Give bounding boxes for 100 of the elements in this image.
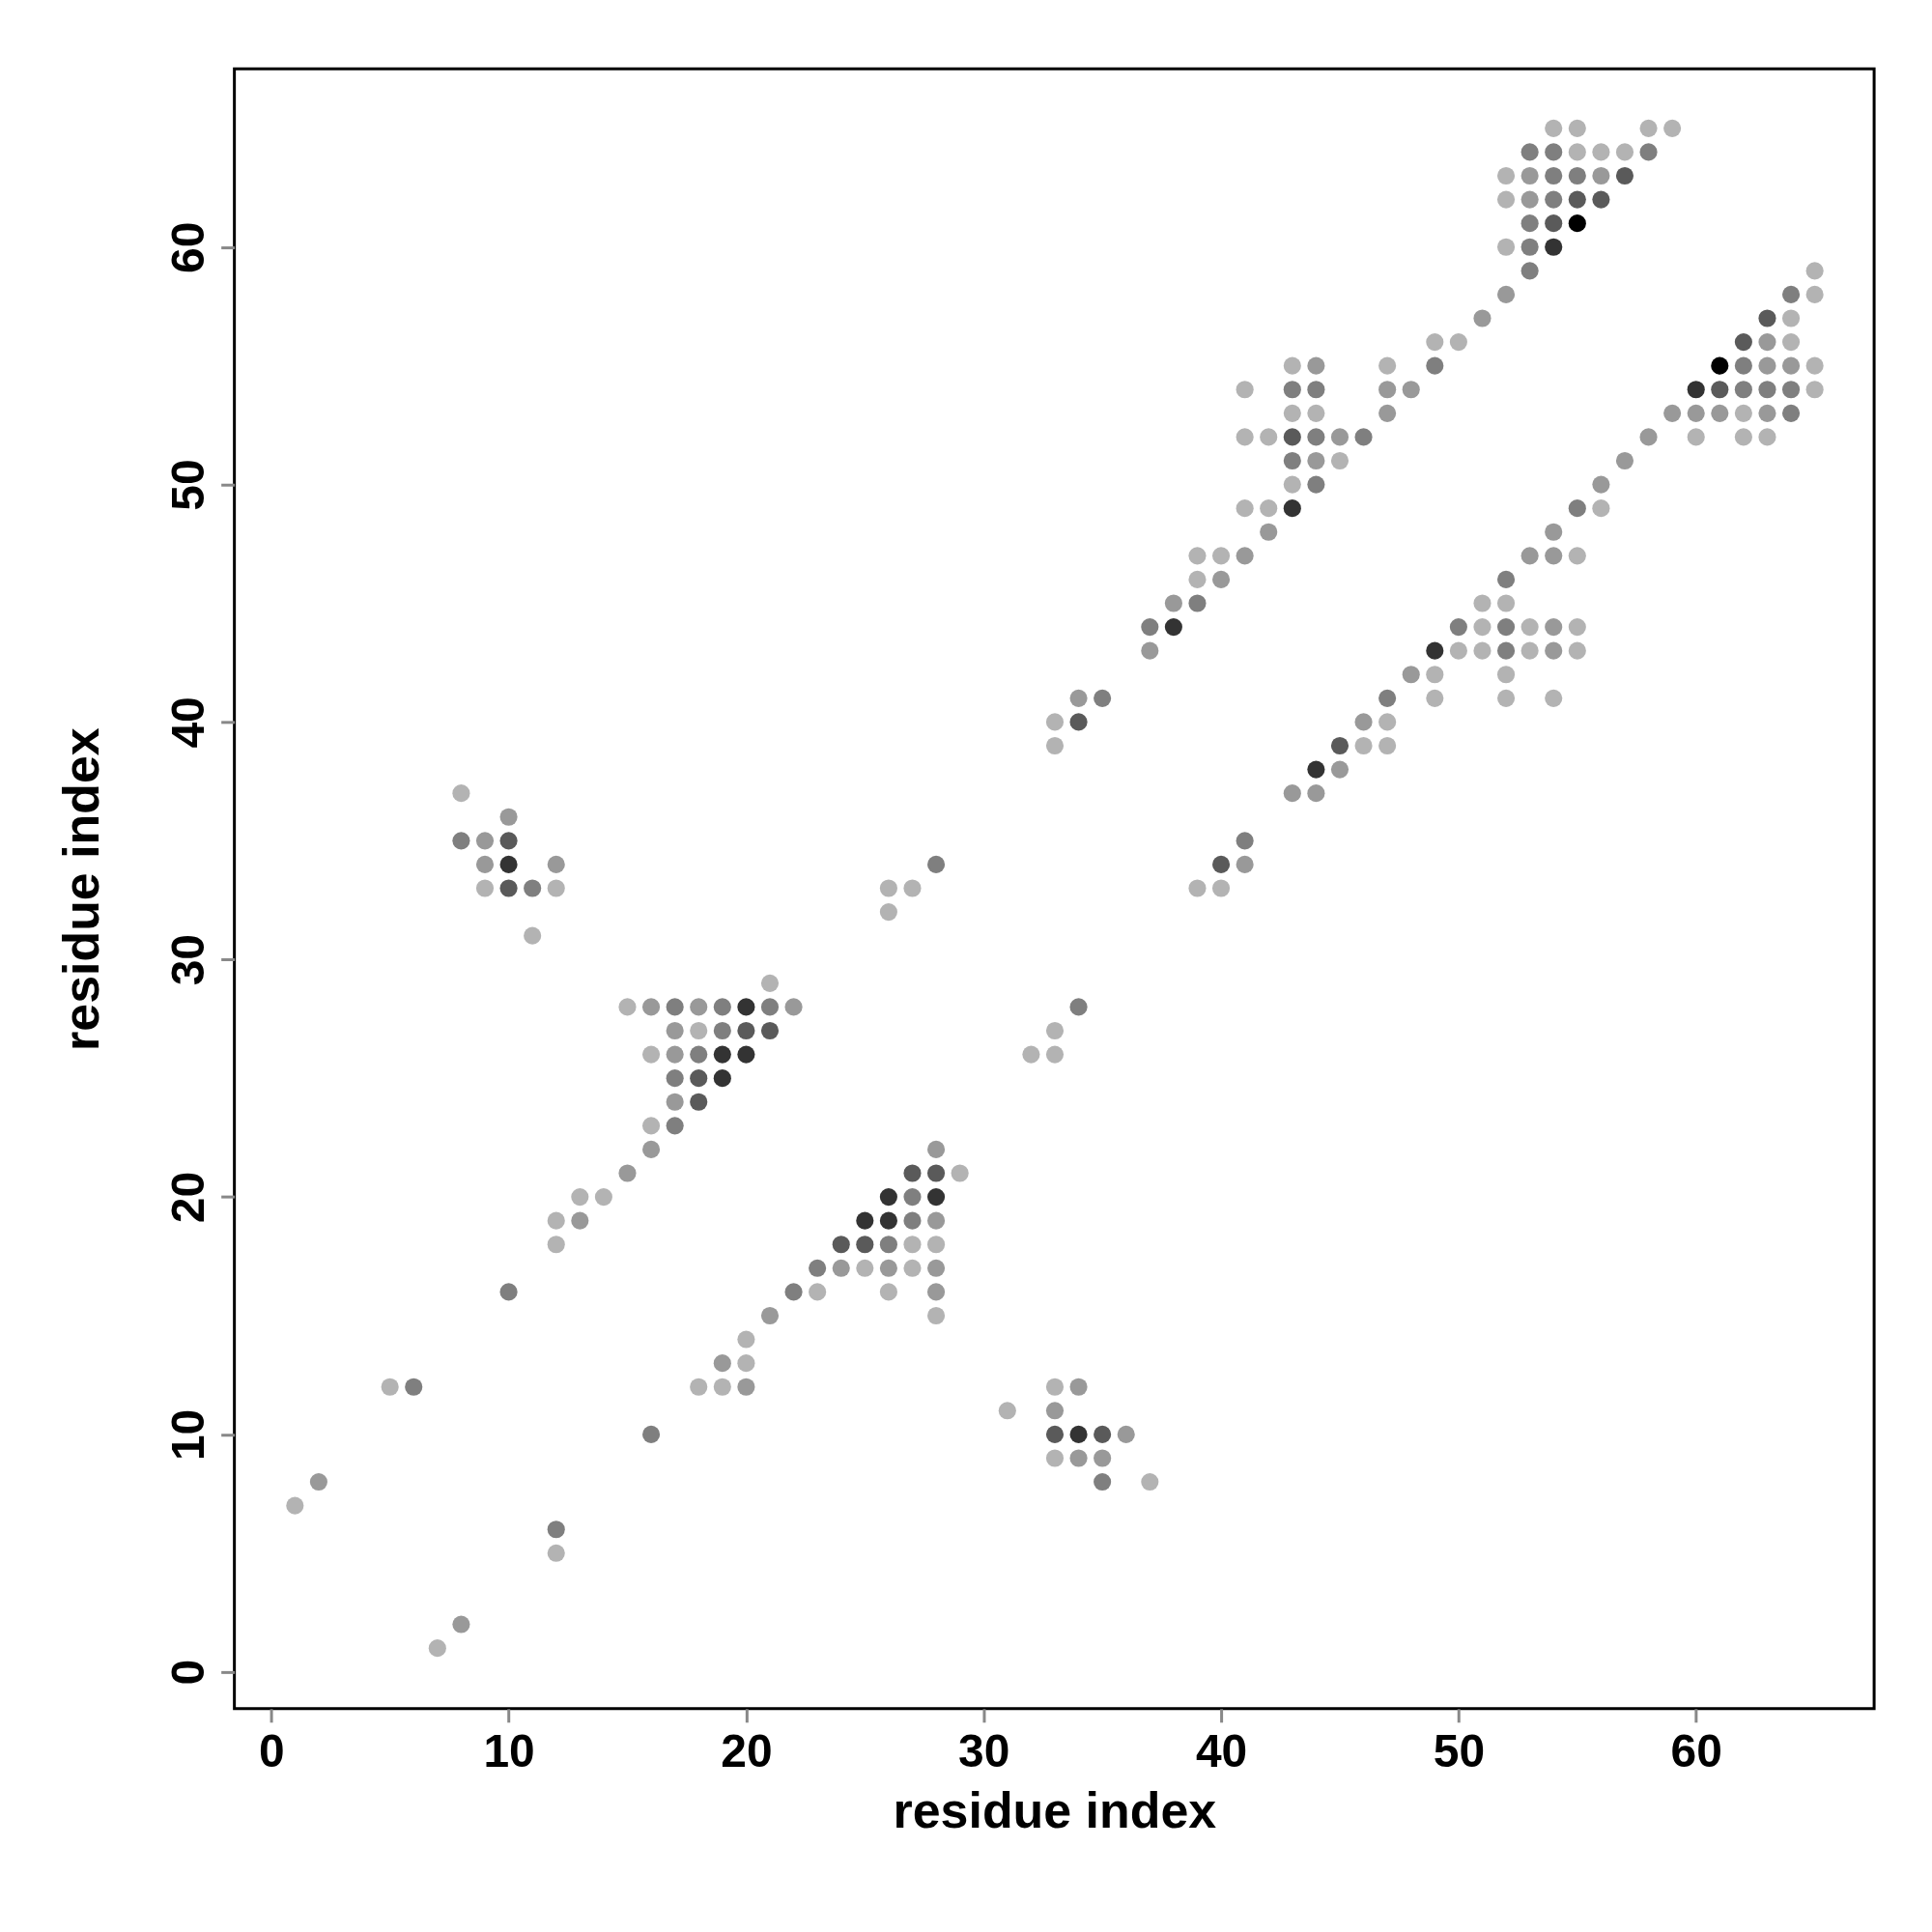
point xyxy=(547,1520,565,1539)
point xyxy=(690,1045,708,1064)
point xyxy=(1496,618,1516,637)
point xyxy=(926,855,946,873)
point xyxy=(1758,381,1776,399)
point xyxy=(1568,166,1586,185)
point xyxy=(1141,618,1159,637)
point xyxy=(856,1211,874,1230)
point xyxy=(1568,214,1586,233)
point xyxy=(713,998,731,1016)
point xyxy=(1188,594,1207,612)
point xyxy=(666,1069,684,1088)
point xyxy=(713,1021,731,1040)
y-tick-label: 20 xyxy=(162,1171,214,1224)
point xyxy=(760,1021,780,1040)
point xyxy=(737,1021,755,1040)
point xyxy=(1094,1425,1112,1443)
point xyxy=(737,998,755,1016)
point xyxy=(760,998,780,1016)
point xyxy=(879,1236,897,1254)
x-tick-label: 30 xyxy=(958,1725,1010,1777)
point xyxy=(1545,143,1563,161)
point xyxy=(1734,381,1752,399)
point xyxy=(809,1259,827,1277)
point xyxy=(737,1045,755,1064)
point xyxy=(1283,451,1301,470)
point xyxy=(524,879,542,897)
point xyxy=(1094,689,1112,707)
y-axis-title: residue index xyxy=(53,727,110,1051)
point xyxy=(1639,143,1658,161)
point xyxy=(405,1378,423,1396)
point xyxy=(903,1164,922,1182)
x-tick-label: 20 xyxy=(721,1725,773,1777)
point xyxy=(926,1164,946,1182)
point xyxy=(1781,404,1801,422)
point xyxy=(1734,333,1752,352)
point xyxy=(1069,1425,1088,1443)
point xyxy=(1496,641,1516,660)
point xyxy=(1283,428,1301,446)
point xyxy=(499,879,518,897)
point xyxy=(1687,381,1705,399)
point xyxy=(713,1045,731,1064)
point xyxy=(1069,998,1088,1016)
point xyxy=(666,998,684,1016)
point xyxy=(499,1283,518,1301)
y-tick-label: 60 xyxy=(162,221,214,273)
point xyxy=(1307,475,1325,494)
point xyxy=(499,832,518,850)
point xyxy=(879,1211,897,1230)
point xyxy=(690,1069,708,1088)
point xyxy=(1568,190,1586,209)
point xyxy=(1520,238,1539,256)
point xyxy=(784,1283,803,1301)
point xyxy=(713,1069,731,1088)
y-tick-label: 10 xyxy=(162,1408,214,1462)
point xyxy=(1781,381,1801,399)
point xyxy=(1426,641,1444,660)
y-tick-label: 40 xyxy=(162,696,214,749)
x-tick-label: 60 xyxy=(1670,1725,1722,1777)
point xyxy=(499,855,518,873)
point xyxy=(666,1117,684,1135)
x-tick-label: 10 xyxy=(483,1725,535,1777)
point xyxy=(1545,190,1563,209)
point xyxy=(1711,381,1729,399)
point xyxy=(1211,855,1231,873)
point xyxy=(1781,285,1801,303)
point xyxy=(1496,570,1516,588)
x-axis-title: residue index xyxy=(893,1782,1217,1839)
point xyxy=(1094,1473,1112,1492)
point xyxy=(1330,736,1350,755)
point xyxy=(642,1425,661,1443)
point xyxy=(1615,166,1634,185)
point xyxy=(1545,166,1563,185)
x-tick-label: 50 xyxy=(1433,1725,1486,1777)
point xyxy=(1545,214,1563,233)
point xyxy=(1236,832,1254,850)
point xyxy=(1758,309,1776,327)
point xyxy=(1520,262,1539,280)
point xyxy=(1520,214,1539,233)
point xyxy=(856,1236,874,1254)
point xyxy=(1354,428,1373,446)
point xyxy=(690,1093,708,1111)
point xyxy=(1307,428,1325,446)
y-tick-label: 0 xyxy=(162,1659,214,1686)
point xyxy=(1592,190,1610,209)
y-tick-label: 30 xyxy=(162,934,214,986)
point xyxy=(1307,760,1325,779)
x-tick-label: 0 xyxy=(258,1725,285,1777)
point xyxy=(1283,499,1301,518)
point xyxy=(879,1188,897,1207)
point xyxy=(1164,618,1182,637)
point xyxy=(1307,381,1325,399)
x-tick-label: 40 xyxy=(1195,1725,1248,1777)
point xyxy=(903,1211,922,1230)
point xyxy=(1520,143,1539,161)
point xyxy=(452,832,470,850)
point xyxy=(926,1188,946,1207)
point xyxy=(1568,499,1586,518)
point xyxy=(1069,713,1088,731)
point xyxy=(1378,689,1397,707)
